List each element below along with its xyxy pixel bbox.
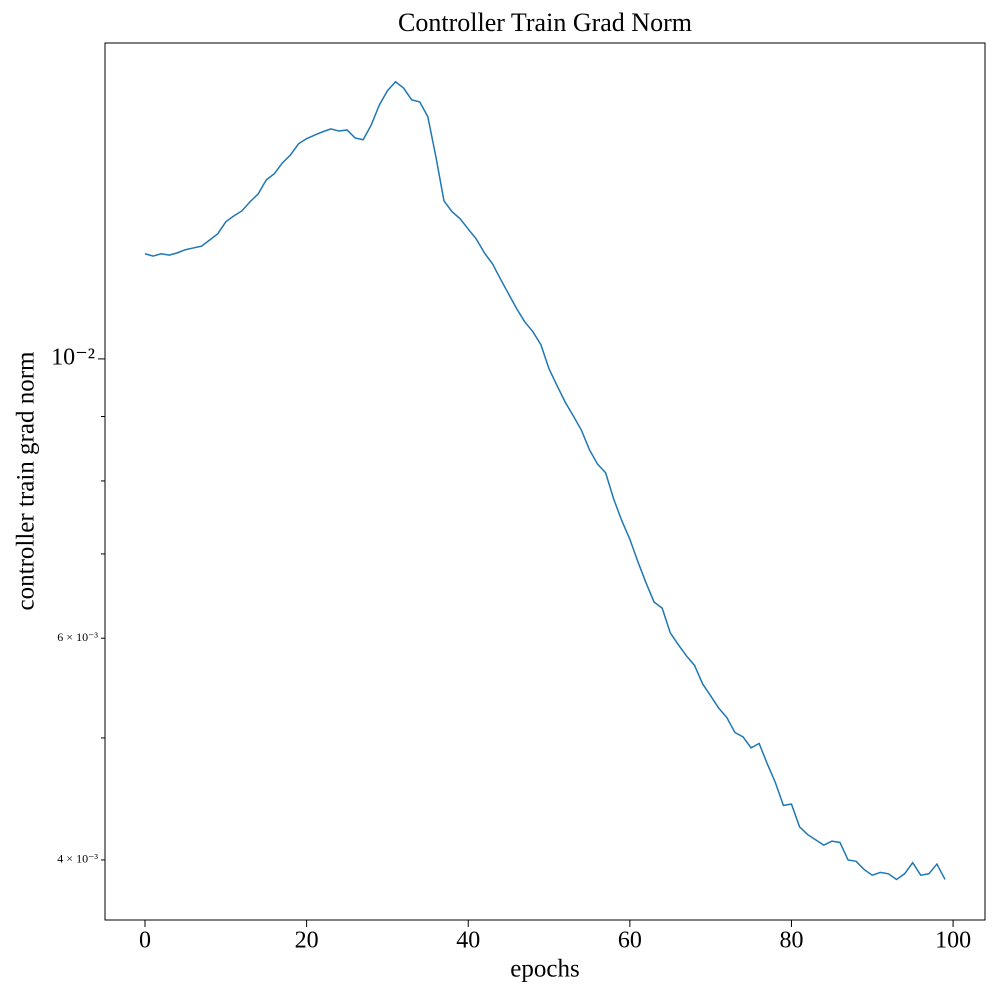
y-axis-label: controller train grad norm xyxy=(13,351,40,610)
y-tick-label: 6 × 10⁻³ xyxy=(57,630,98,644)
chart-title: Controller Train Grad Norm xyxy=(398,8,692,37)
x-tick-label: 60 xyxy=(618,928,642,954)
x-tick-label: 40 xyxy=(456,928,480,954)
x-tick-label: 20 xyxy=(295,928,319,954)
y-tick-label: 4 × 10⁻³ xyxy=(57,852,98,866)
x-tick-label: 0 xyxy=(139,928,151,954)
plot-frame xyxy=(104,42,986,921)
x-tick-label: 100 xyxy=(935,928,971,954)
x-axis-label: epochs xyxy=(510,956,579,983)
x-tick-label: 80 xyxy=(779,928,803,954)
data-line xyxy=(144,80,946,881)
y-tick-label: 10⁻² xyxy=(51,344,95,370)
